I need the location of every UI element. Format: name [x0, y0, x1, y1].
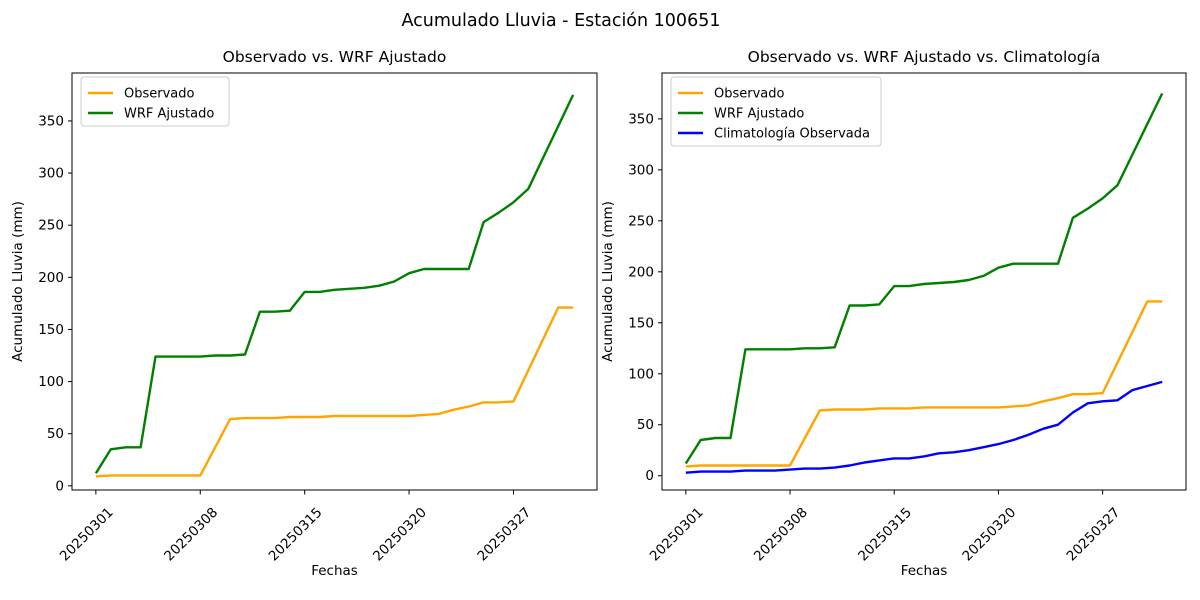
y-tick-label: 250 — [38, 218, 64, 234]
legend-label: WRF Ajustado — [124, 107, 214, 122]
x-tick-label: 20250315 — [266, 505, 326, 565]
y-tick-label: 350 — [628, 111, 654, 127]
x-axis-label: Fechas — [901, 563, 948, 579]
x-tick-label: 20250301 — [57, 505, 117, 565]
y-tick-label: 300 — [628, 162, 654, 178]
chart-0: Observado vs. WRF Ajustado 0 50 100 150 200 25… — [10, 48, 598, 579]
chart-title: Observado vs. WRF Ajustado vs. Climatolo… — [748, 48, 1101, 66]
y-tick-label: 150 — [628, 315, 654, 331]
x-tick-label: 20250320 — [370, 505, 430, 565]
x-tick-label: 20250308 — [751, 505, 811, 565]
y-tick-label: 250 — [628, 213, 654, 229]
y-tick-label: 0 — [55, 478, 64, 494]
series-line-climatolog-a-observada — [685, 380, 1163, 474]
y-tick-label: 150 — [38, 322, 64, 338]
y-tick-label: 200 — [38, 270, 64, 286]
series-line-observado — [685, 300, 1163, 468]
chart-title: Observado vs. WRF Ajustado — [223, 48, 447, 66]
chart-1: Observado vs. WRF Ajustado vs. Climatolo… — [600, 48, 1187, 579]
x-tick-label: 20250327 — [474, 505, 534, 565]
y-tick-label: 200 — [628, 264, 654, 280]
series-line-wrf-ajustado — [684, 92, 1164, 465]
x-axis-label: Fechas — [311, 563, 358, 579]
legend: Observado WRF Ajustado Climatología Observ… — [670, 76, 882, 147]
y-axis-label: Acumulado Lluvia (mm) — [600, 201, 616, 362]
x-tick-label: 20250327 — [1064, 505, 1124, 565]
y-tick-label: 100 — [628, 366, 654, 382]
legend-box — [80, 76, 230, 127]
y-tick-label: 50 — [47, 426, 64, 442]
legend-label: Climatología Observada — [714, 127, 870, 142]
y-tick-label: 350 — [38, 113, 64, 129]
y-tick-label: 50 — [637, 417, 654, 433]
legend: Observado WRF Ajustado — [80, 76, 230, 127]
x-tick-label: 20250315 — [855, 505, 915, 565]
plot-area — [71, 72, 598, 491]
x-tick-label: 20250308 — [161, 505, 221, 565]
legend-box — [670, 76, 882, 147]
x-tick-label: 20250320 — [959, 505, 1019, 565]
figure-title: Acumulado Lluvia - Estación 100651 — [401, 11, 721, 31]
y-tick-label: 300 — [38, 166, 64, 182]
series-line-observado — [95, 306, 574, 478]
y-axis-label: Acumulado Lluvia (mm) — [10, 201, 26, 362]
series-line-wrf-ajustado — [94, 94, 575, 474]
legend-label: Observado — [714, 87, 785, 102]
x-tick-label: 20250301 — [647, 505, 707, 565]
legend-label: Observado — [124, 87, 195, 102]
y-tick-label: 0 — [645, 468, 654, 484]
y-tick-label: 100 — [38, 374, 64, 390]
legend-label: WRF Ajustado — [714, 107, 804, 122]
